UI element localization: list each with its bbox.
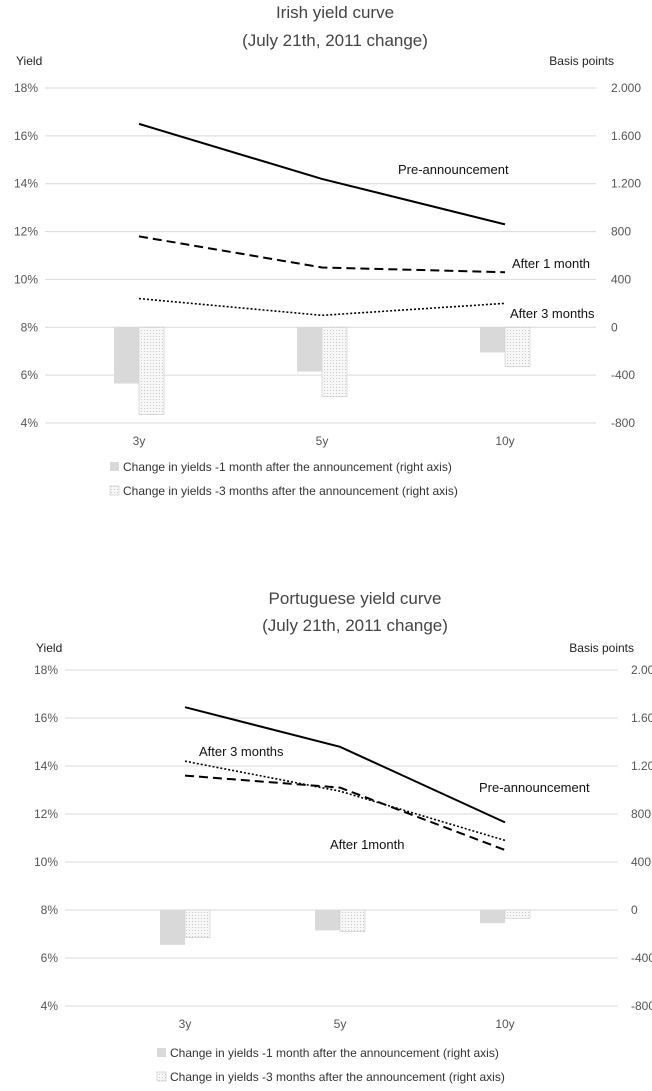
irish-left-axis-label: Yield (16, 54, 42, 68)
portuguese-line-label-3m: After 3 months (199, 744, 284, 759)
irish-line-label-3m: After 3 months (510, 306, 595, 321)
portuguese-left-tick-label: 18% (34, 663, 58, 677)
irish-line-pre (138, 122, 506, 226)
portuguese-right-tick-label: 1.200 (631, 759, 652, 773)
irish-right-tick-label: 800 (611, 225, 631, 239)
irish-bar-3m (504, 326, 531, 368)
irish-category-label: 3y (133, 434, 146, 448)
irish-left-tick-label: 4% (21, 416, 39, 430)
irish-right-tick-label: -800 (611, 416, 635, 430)
irish-right-tick-label: 1.600 (611, 129, 641, 143)
portuguese-left-axis-label: Yield (36, 641, 62, 655)
irish-right-tick-label: 0 (611, 320, 618, 334)
portuguese-left-tick-label: 16% (34, 711, 58, 725)
portuguese-right-tick-label: -400 (631, 951, 652, 965)
portuguese-right-tick-label: 800 (631, 807, 651, 821)
irish-right-tick-label: 1.200 (611, 177, 641, 191)
irish-legend-label-1m: Change in yields -1 month after the anno… (123, 460, 452, 474)
irish-left-tick-label: 6% (21, 368, 39, 382)
irish-left-tick-label: 10% (14, 272, 38, 286)
portuguese-right-tick-label: 400 (631, 855, 651, 869)
irish-chart-subtitle: (July 21th, 2011 change) (242, 31, 428, 50)
irish-left-tick-label: 14% (14, 177, 38, 191)
portuguese-right-axis-label: Basis points (569, 641, 634, 655)
irish-legend-swatch-1m (110, 462, 119, 471)
irish-right-tick-label: 400 (611, 272, 631, 286)
portuguese-left-tick-label: 4% (41, 999, 59, 1013)
irish-chart: Irish yield curve (July 21th, 2011 chang… (14, 3, 641, 498)
irish-line-3m (138, 297, 506, 317)
portuguese-right-tick-label: -800 (631, 999, 652, 1013)
portuguese-legend-swatch-1m (157, 1048, 166, 1057)
irish-right-tick-label: 2.000 (611, 81, 641, 95)
irish-chart-title: Irish yield curve (276, 3, 394, 22)
portuguese-right-tick-label: 2.000 (631, 663, 652, 677)
irish-bar-1m (480, 327, 505, 353)
portuguese-bar-3m (504, 909, 531, 919)
irish-right-tick-label: -400 (611, 368, 635, 382)
irish-right-axis-label: Basis points (549, 54, 614, 68)
portuguese-category-label: 10y (495, 1017, 514, 1031)
portuguese-category-label: 3y (179, 1017, 192, 1031)
portuguese-right-tick-label: 1.600 (631, 711, 652, 725)
portuguese-left-tick-label: 10% (34, 855, 58, 869)
irish-line-1m (138, 235, 506, 274)
irish-line-label-1m: After 1 month (512, 256, 590, 271)
irish-left-tick-label: 8% (21, 320, 39, 334)
portuguese-line-1m (184, 774, 506, 851)
portuguese-left-tick-label: 6% (41, 951, 59, 965)
portuguese-legend-label-3m: Change in yields -3 months after the ann… (170, 1070, 505, 1084)
portuguese-line-3m (184, 760, 506, 842)
portuguese-line-pre (184, 706, 506, 824)
portuguese-legend: Change in yields -1 month after the anno… (156, 1046, 505, 1084)
irish-left-tick-label: 12% (14, 225, 38, 239)
irish-bar-3m (138, 326, 165, 415)
portuguese-legend-label-1m: Change in yields -1 month after the anno… (170, 1046, 499, 1060)
irish-line-label-pre: Pre-announcement (398, 162, 509, 177)
portuguese-bar-1m (315, 910, 340, 931)
portuguese-line-label-pre: Pre-announcement (479, 780, 590, 795)
portuguese-left-tick-label: 14% (34, 759, 58, 773)
portuguese-chart: Portuguese yield curve (July 21th, 2011 … (34, 589, 652, 1084)
portuguese-bar-1m (160, 910, 185, 945)
portuguese-chart-subtitle: (July 21th, 2011 change) (262, 616, 448, 635)
portuguese-bar-1m (480, 910, 505, 924)
portuguese-left-tick-label: 12% (34, 807, 58, 821)
irish-bar-1m (114, 327, 139, 384)
portuguese-bar-3m (339, 909, 366, 932)
irish-legend-swatch-3m (109, 485, 120, 496)
portuguese-legend-swatch-3m (156, 1071, 167, 1082)
irish-category-label: 10y (495, 434, 514, 448)
irish-legend: Change in yields -1 month after the anno… (109, 460, 458, 498)
irish-legend-label-3m: Change in yields -3 months after the ann… (123, 484, 458, 498)
irish-left-tick-label: 18% (14, 81, 38, 95)
portuguese-category-label: 5y (334, 1017, 347, 1031)
portuguese-line-label-1m: After 1month (330, 837, 404, 852)
irish-bar-1m (297, 327, 322, 372)
portuguese-right-tick-label: 0 (631, 903, 638, 917)
portuguese-left-tick-label: 8% (41, 903, 59, 917)
irish-category-label: 5y (316, 434, 329, 448)
portuguese-bar-3m (184, 909, 211, 938)
irish-bar-3m (321, 326, 348, 398)
portuguese-chart-title: Portuguese yield curve (269, 589, 442, 608)
irish-left-tick-label: 16% (14, 129, 38, 143)
